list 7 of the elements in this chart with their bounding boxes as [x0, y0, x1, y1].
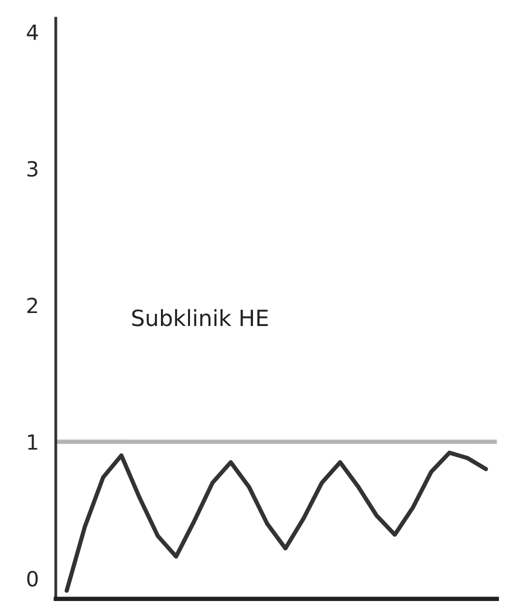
y-tick-label: 0 [27, 570, 38, 587]
y-tick-label: 2 [27, 298, 38, 314]
line-series [64, 450, 488, 593]
y-tick-label: 1 [28, 434, 38, 450]
y-tick-label: 3 [27, 160, 38, 177]
y-tick-label: 4 [26, 24, 38, 40]
annotation: Subklinik HE [132, 309, 268, 326]
